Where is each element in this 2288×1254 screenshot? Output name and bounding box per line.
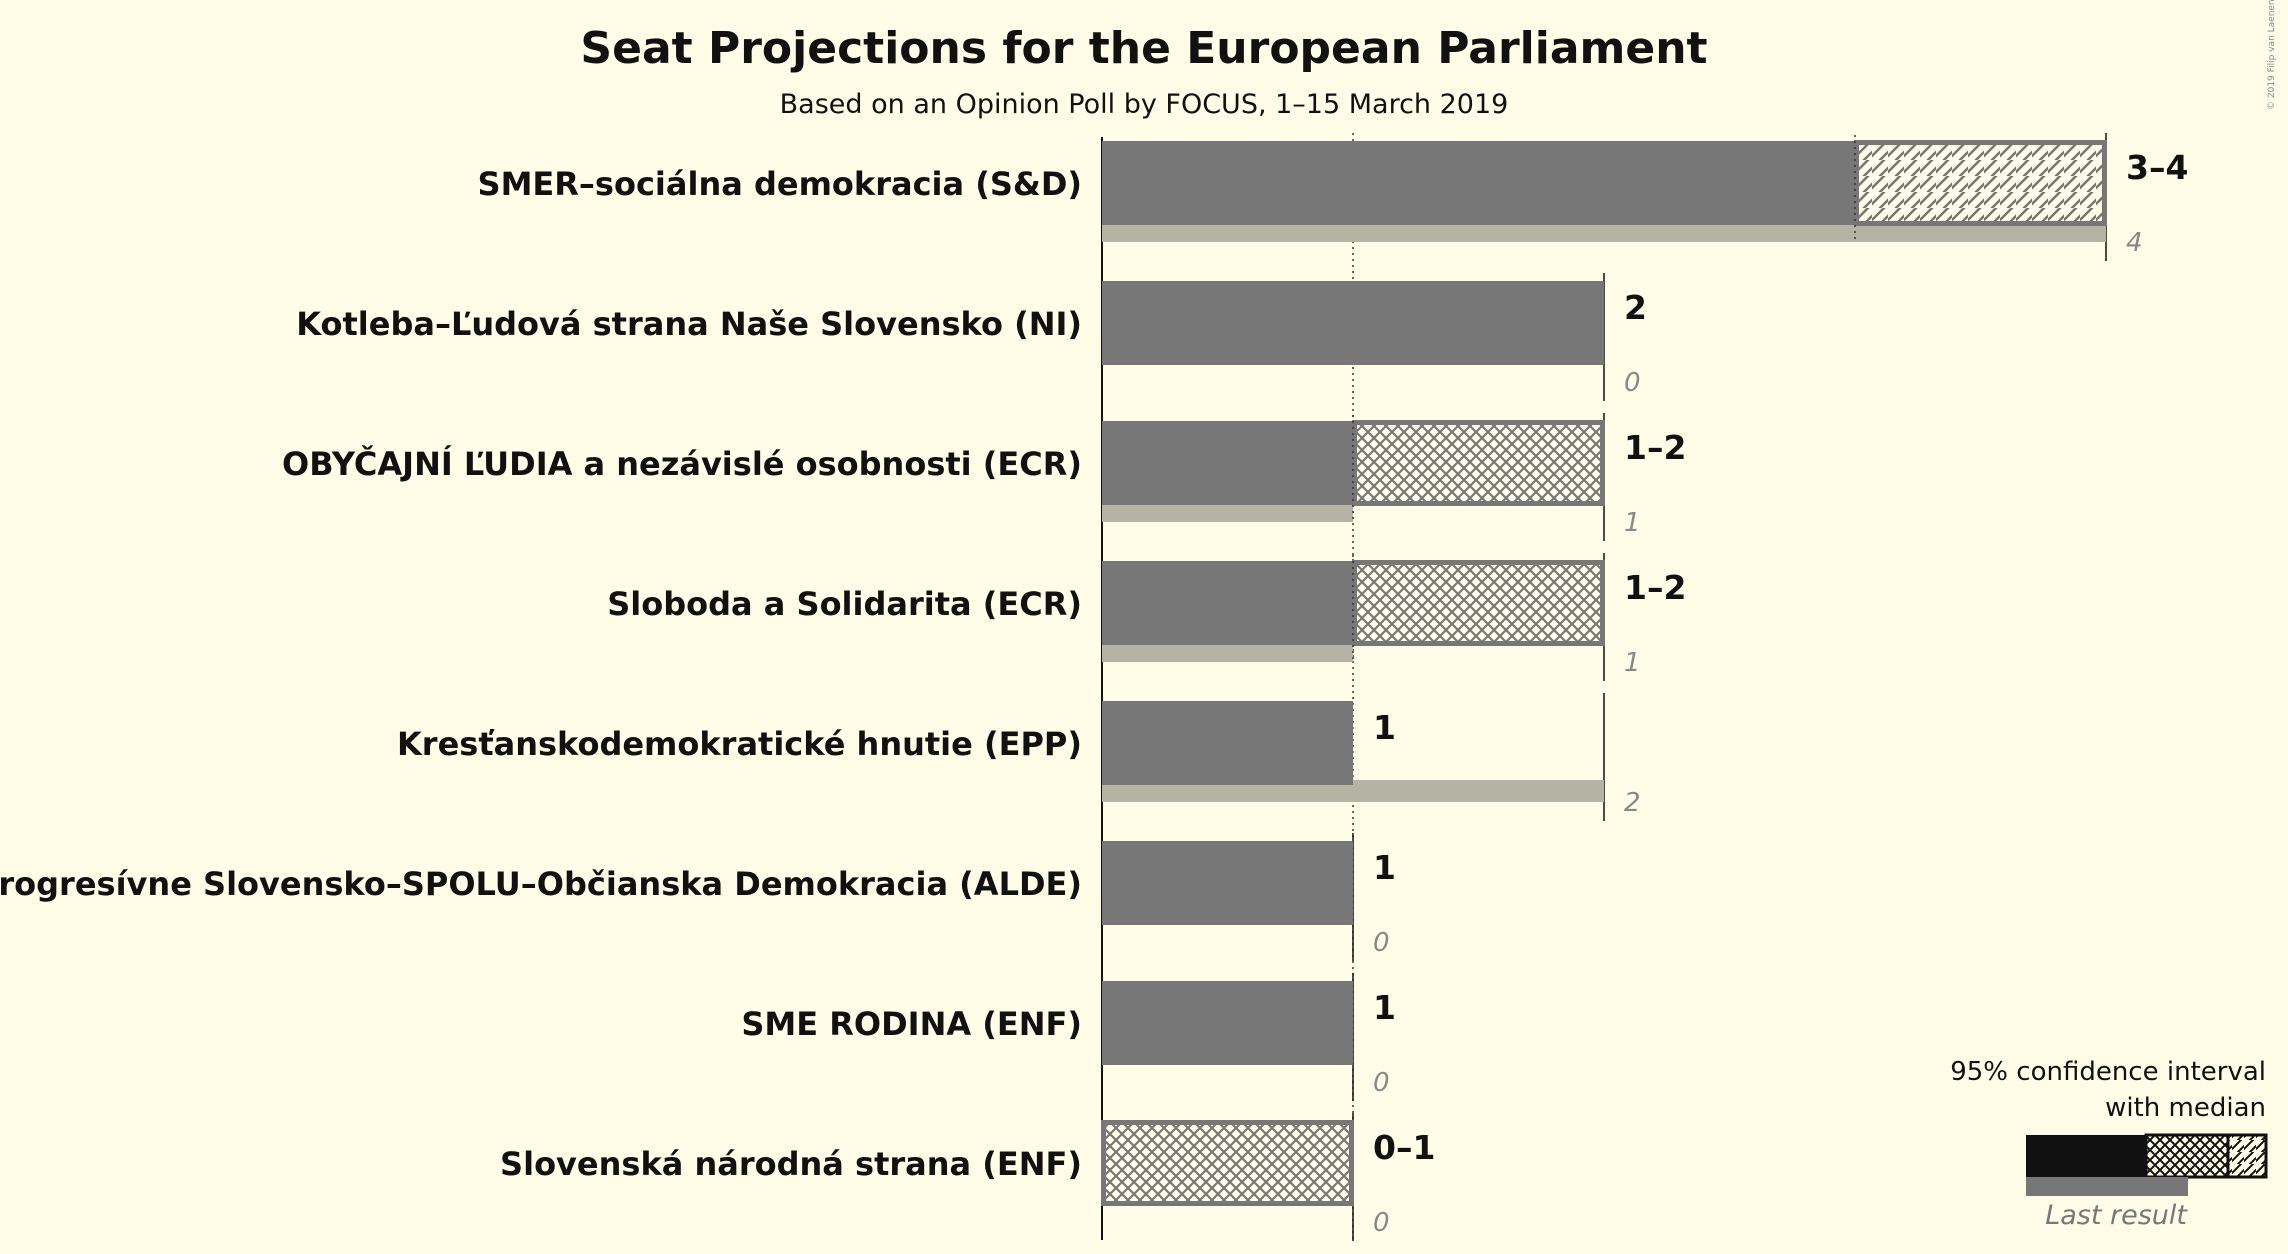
party-label: Kresťanskodemokratické hnutie (EPP) (397, 725, 1082, 763)
median-bar (1102, 141, 1855, 225)
last-result-bar (1102, 640, 1353, 662)
seat-range-label: 1 (1373, 848, 1396, 887)
confidence-interval-bar (1854, 140, 2107, 226)
seat-range-label: 2 (1624, 288, 1647, 327)
median-bar (1102, 561, 1353, 645)
party-label: OBYČAJNÍ ĽUDIA a nezávislé osobnosti (EC… (282, 444, 1082, 483)
legend-last-label: Last result (2045, 1200, 2188, 1231)
chart-title: Seat Projections for the European Parlia… (580, 23, 1707, 74)
last-result-bar (1102, 500, 1353, 522)
party-label: Progresívne Slovensko–SPOLU–Občianska De… (0, 865, 1082, 903)
confidence-interval-bar (1352, 560, 1605, 646)
seat-range-label: 3–4 (2126, 148, 2188, 187)
party-label: SMER–sociálna demokracia (S&D) (478, 165, 1082, 203)
median-bar (1102, 701, 1353, 785)
party-label: Kotleba–Ľudová strana Naše Slovensko (NI… (296, 305, 1082, 343)
last-result-label: 0 (1373, 928, 1390, 958)
median-bar (1102, 421, 1353, 505)
legend-last-swatch (2026, 1177, 2188, 1196)
party-label: Sloboda a Solidarita (ECR) (607, 585, 1082, 623)
legend-title-line1: 95% confidence interval (1950, 1057, 2266, 1087)
legend-title-line2: with median (2105, 1093, 2266, 1123)
seat-range-label: 1–2 (1624, 568, 1686, 607)
last-result-label: 4 (2126, 228, 2143, 258)
seat-range-label: 1–2 (1624, 428, 1686, 467)
chart-subtitle: Based on an Opinion Poll by FOCUS, 1–15 … (780, 89, 1509, 120)
bars (1101, 135, 2107, 1206)
legend-diaghatch-swatch (2226, 1133, 2268, 1179)
last-result-bar (1102, 780, 1604, 802)
legend-crosshatch-swatch (2144, 1133, 2230, 1179)
seat-range-label: 1 (1373, 708, 1396, 747)
seat-range-label: 1 (1373, 988, 1396, 1027)
labels: SMER–sociálna demokracia (S&D) 3–4 4 Kotleb… (0, 148, 2188, 1238)
copyright-notice: © 2019 Filip van Laenen (2267, 0, 2277, 110)
last-result-label: 2 (1624, 788, 1641, 818)
last-result-label: 0 (1373, 1208, 1390, 1238)
party-label: SME RODINA (ENF) (741, 1005, 1082, 1043)
last-result-label: 1 (1624, 648, 1641, 678)
seat-range-label: 0–1 (1373, 1128, 1435, 1167)
legend: 95% confidence interval with median Last… (1950, 1057, 2268, 1231)
median-bar (1102, 981, 1353, 1065)
confidence-interval-bar (1352, 420, 1605, 506)
legend-solid-swatch (2026, 1135, 2146, 1177)
party-label: Slovenská národná strana (ENF) (500, 1145, 1082, 1183)
last-result-label: 1 (1624, 508, 1641, 538)
median-bar (1102, 841, 1353, 925)
confidence-interval-bar (1101, 1120, 1354, 1206)
median-bar (1102, 281, 1604, 365)
last-result-label: 0 (1624, 368, 1641, 398)
last-result-label: 0 (1373, 1068, 1390, 1098)
